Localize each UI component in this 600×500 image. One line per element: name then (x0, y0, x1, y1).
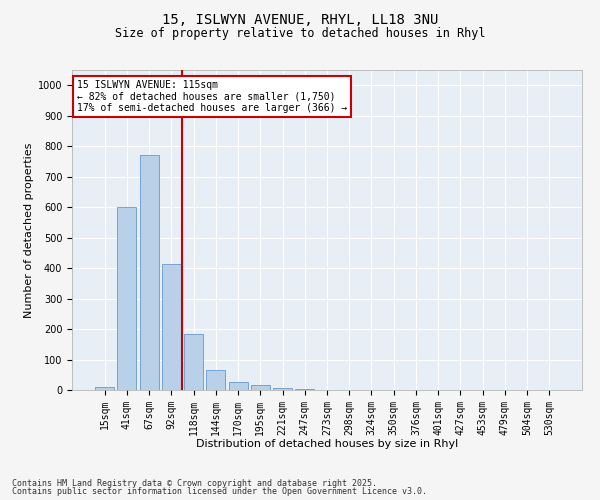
Text: Contains HM Land Registry data © Crown copyright and database right 2025.: Contains HM Land Registry data © Crown c… (12, 478, 377, 488)
Bar (229, 382, 248, 390)
Bar (251, 386, 270, 390)
Bar (95, 387, 114, 390)
Bar (273, 388, 292, 390)
Bar (118, 207, 136, 390)
Bar (140, 156, 158, 390)
Text: Size of property relative to detached houses in Rhyl: Size of property relative to detached ho… (115, 28, 485, 40)
Text: 15, ISLWYN AVENUE, RHYL, LL18 3NU: 15, ISLWYN AVENUE, RHYL, LL18 3NU (162, 12, 438, 26)
Bar (206, 370, 225, 390)
X-axis label: Distribution of detached houses by size in Rhyl: Distribution of detached houses by size … (196, 439, 458, 449)
Text: 15 ISLWYN AVENUE: 115sqm
← 82% of detached houses are smaller (1,750)
17% of sem: 15 ISLWYN AVENUE: 115sqm ← 82% of detach… (77, 80, 347, 113)
Bar (295, 389, 314, 390)
Y-axis label: Number of detached properties: Number of detached properties (23, 142, 34, 318)
Text: Contains public sector information licensed under the Open Government Licence v3: Contains public sector information licen… (12, 487, 427, 496)
Bar (184, 334, 203, 390)
Bar (162, 264, 181, 390)
